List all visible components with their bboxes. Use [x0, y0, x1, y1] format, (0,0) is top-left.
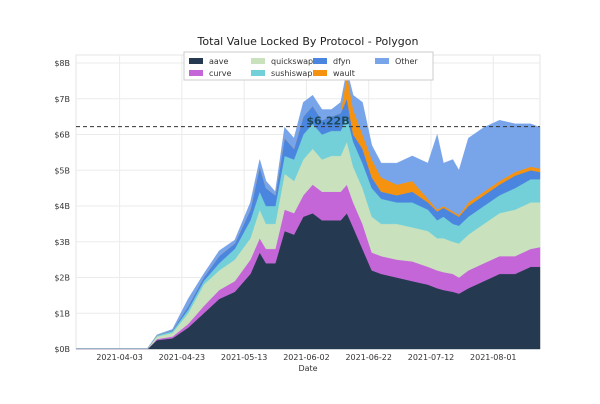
legend-swatch-sushiswap [251, 70, 265, 76]
legend-label-dfyn: dfyn [333, 57, 351, 66]
x-tick-label: 2021-04-23 [159, 353, 206, 362]
legend: aave curve quickswap sushiswap dfyn wault Othe… [183, 51, 434, 81]
legend-label-quickswap: quickswap [271, 57, 313, 66]
x-tick-label: 2021-08-01 [470, 353, 517, 362]
x-axis: 2021-04-03 2021-04-23 2021-05-13 2021-06-02… [96, 353, 516, 362]
x-tick-label: 2021-06-02 [283, 353, 330, 362]
x-tick-label: 2021-04-03 [96, 353, 143, 362]
x-tick-label: 2021-06-22 [345, 353, 392, 362]
y-tick-label: $1B [54, 309, 70, 318]
y-tick-label: $3B [54, 238, 70, 247]
legend-swatch-aave [189, 58, 203, 64]
legend-swatch-other [375, 58, 389, 64]
y-tick-label: $8B [54, 59, 70, 68]
y-tick-label: $7B [54, 95, 70, 104]
chart-title: Total Value Locked By Protocol - Polygon [197, 35, 419, 48]
area-other [76, 70, 541, 349]
legend-label-other: Other [395, 57, 418, 66]
legend-label-curve: curve [209, 69, 231, 78]
legend-swatch-curve [189, 70, 203, 76]
area-layers [75, 70, 541, 350]
legend-label-sushiswap: sushiswap [271, 69, 312, 78]
legend-swatch-dfyn [313, 58, 327, 64]
y-tick-label: $4B [54, 202, 70, 211]
x-tick-label: 2021-05-13 [221, 353, 268, 362]
reference-line-label: $6.22B [306, 115, 349, 128]
legend-label-wault: wault [333, 69, 355, 78]
x-tick-label: 2021-07-12 [408, 353, 455, 362]
legend-swatch-quickswap [251, 58, 265, 64]
legend-label-aave: aave [209, 57, 229, 66]
x-axis-label: Date [298, 364, 317, 373]
y-axis: $0B $1B $2B $3B $4B $5B $6B $7B $8B [54, 59, 70, 354]
y-tick-label: $6B [54, 131, 70, 140]
y-tick-label: $0B [54, 345, 70, 354]
y-tick-label: $5B [54, 166, 70, 175]
y-tick-label: $2B [54, 274, 70, 283]
legend-swatch-wault [313, 70, 327, 76]
